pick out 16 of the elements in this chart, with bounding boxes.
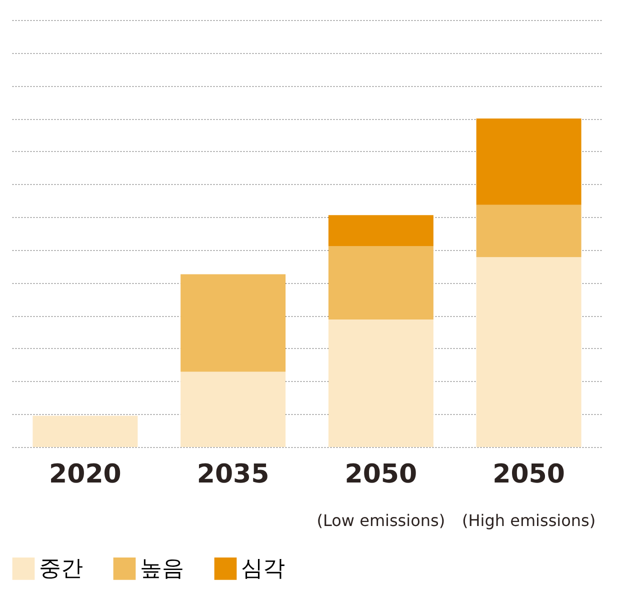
bar: [328, 246, 434, 320]
category-label: 2050 (Low emissions): [316, 460, 446, 530]
bar: [328, 320, 434, 447]
bar: [476, 257, 582, 447]
bar: [32, 416, 138, 447]
category-label: 2050 (High emissions): [462, 460, 596, 530]
x-tick-label: 2020: [49, 460, 122, 490]
bar: [180, 274, 286, 372]
legend-label: 심각: [241, 556, 285, 582]
x-tick-label: 2035: [196, 460, 270, 490]
legend-label: 중간: [39, 556, 83, 582]
bar: [476, 204, 582, 258]
bar: [180, 372, 286, 447]
bar: [328, 215, 434, 246]
bar: [476, 118, 582, 205]
legend-label: 높음: [140, 556, 184, 582]
